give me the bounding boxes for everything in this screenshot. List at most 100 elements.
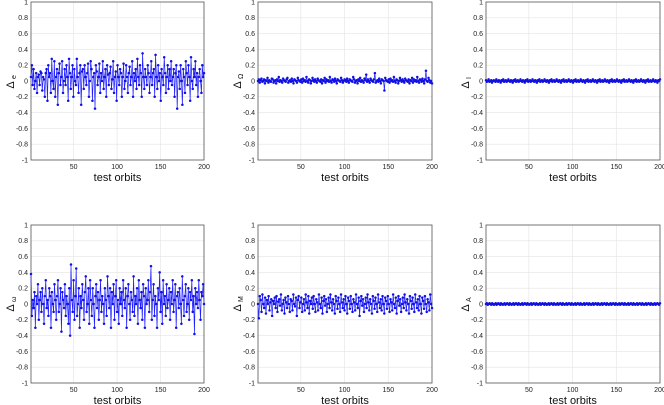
y-tick-label: 0.8 [473, 238, 483, 245]
data-point [199, 79, 202, 83]
y-tick-label: -0.8 [243, 365, 255, 372]
y-tick-label: 1 [24, 0, 28, 6]
data-point [147, 279, 150, 282]
data-point [256, 302, 260, 306]
data-point [319, 80, 322, 84]
data-point [127, 302, 131, 306]
data-point [161, 279, 165, 282]
y-tick-label: -1 [22, 157, 28, 164]
data-point [367, 301, 370, 304]
data-point [62, 306, 66, 310]
data-point [98, 62, 101, 65]
data-point [105, 95, 108, 99]
data-point [395, 312, 398, 315]
data-point [383, 89, 386, 92]
y-tick-label: 1 [251, 222, 255, 229]
data-point [619, 81, 623, 84]
data-point [91, 99, 94, 102]
data-point [92, 71, 96, 75]
data-point [311, 307, 315, 310]
data-point [113, 318, 116, 322]
y-tick-label: 1 [24, 222, 28, 229]
data-point [182, 314, 186, 318]
data-point [153, 95, 156, 99]
data-point [410, 307, 413, 310]
data-point [385, 307, 389, 310]
data-point [53, 283, 56, 286]
y-tick-label: -0.4 [16, 110, 28, 117]
data-point [107, 83, 111, 87]
x-tick-label: 50 [70, 164, 78, 171]
data-point [323, 304, 327, 307]
data-point [409, 79, 413, 83]
data-point [73, 67, 76, 71]
data-point [357, 296, 360, 299]
data-point [392, 302, 396, 306]
data-point [378, 306, 382, 310]
data-point [187, 63, 190, 67]
data-point [180, 322, 183, 325]
data-point [65, 63, 68, 67]
data-point [147, 310, 151, 314]
data-point [124, 286, 128, 290]
data-point [134, 302, 138, 306]
x-tick-label: 100 [339, 164, 351, 171]
data-point [106, 73, 110, 76]
data-point [108, 71, 111, 75]
data-point [109, 326, 113, 329]
data-point [266, 76, 269, 80]
data-point [313, 302, 316, 306]
data-point [139, 306, 142, 310]
data-point [42, 78, 46, 81]
data-point [267, 81, 270, 84]
data-point [266, 302, 269, 306]
data-point [93, 326, 96, 329]
data-point [105, 63, 109, 67]
x-tick-label: 50 [525, 387, 533, 394]
data-point [403, 293, 406, 296]
y-axis-label-symbol: Δ [5, 81, 17, 89]
data-point [132, 71, 136, 75]
data-point [191, 87, 194, 91]
data-point [173, 95, 176, 99]
data-point [632, 81, 635, 84]
data-point [123, 87, 126, 91]
data-point [410, 76, 414, 80]
data-point [322, 294, 326, 298]
data-point [145, 83, 149, 87]
data-point [175, 107, 179, 110]
data-point [353, 301, 356, 304]
data-point [129, 290, 133, 294]
data-point [383, 296, 387, 299]
data-point [279, 293, 283, 296]
data-point [430, 306, 434, 310]
y-tick-label: 0 [251, 301, 255, 308]
data-point [271, 78, 274, 81]
y-tick-label: 0.6 [18, 254, 28, 261]
data-point [300, 296, 303, 299]
data-point [428, 309, 431, 312]
y-tick-label: -1 [22, 380, 28, 387]
data-point [383, 312, 386, 315]
data-point [325, 310, 329, 314]
data-point [300, 81, 304, 84]
data-point [194, 83, 198, 87]
data-point [160, 290, 163, 294]
x-tick-label: 200 [654, 387, 664, 394]
data-point [377, 301, 381, 304]
data-point [181, 103, 184, 106]
data-point [285, 306, 289, 310]
data-point [143, 67, 147, 71]
data-point [149, 264, 153, 268]
data-point [282, 298, 285, 302]
data-point [371, 80, 375, 84]
data-point [115, 310, 119, 314]
y-tick-label: -0.4 [16, 333, 28, 340]
data-point [170, 83, 174, 87]
data-point [335, 82, 339, 85]
y-tick-label: -0.6 [16, 126, 28, 133]
data-point [292, 82, 295, 85]
data-point [607, 81, 611, 84]
data-point [117, 75, 120, 79]
data-point [318, 302, 322, 306]
